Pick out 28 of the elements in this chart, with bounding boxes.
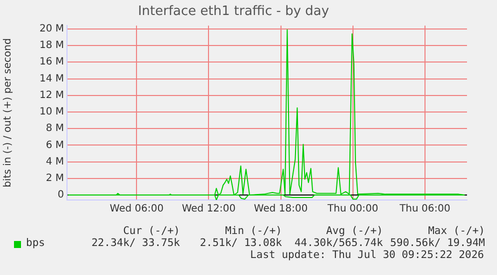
text: 44.30k/565.74k xyxy=(294,237,383,249)
y-tick-label: 6 M xyxy=(46,140,64,151)
text: Avg (-/+) xyxy=(326,225,383,237)
chart-title: Interface eth1 traffic - by day xyxy=(138,4,330,20)
y-tick-label: 20 M xyxy=(39,24,64,35)
text: Last update: Thu Jul 30 09:25:22 2026 xyxy=(250,249,484,261)
y-tick-label: 18 M xyxy=(39,40,64,52)
y-tick-label: 2 M xyxy=(46,173,64,184)
text: Min (-/+) xyxy=(225,225,282,237)
x-tick-label: Thu 00:00 xyxy=(326,204,378,215)
text: Max (-/+) xyxy=(428,225,485,237)
x-tick-label: Thu 06:00 xyxy=(398,204,450,215)
y-tick-label: 16 M xyxy=(39,56,64,68)
text: 590.56k/ 19.94M xyxy=(390,237,485,249)
y-tick-label: 12 M xyxy=(39,90,64,101)
text: 2.51k/ 13.08k xyxy=(200,237,282,249)
y-axis-title: bits in (-) / out (+) per second xyxy=(2,38,14,188)
y-tick-label: 0 xyxy=(58,190,64,201)
legend-label: bps xyxy=(26,237,45,249)
x-tick-label: Wed 06:00 xyxy=(110,204,164,215)
y-tick-label: 4 M xyxy=(46,156,64,168)
y-tick-label: 14 M xyxy=(39,73,64,84)
text: Cur (-/+) xyxy=(123,225,180,237)
y-tick-label: 10 M xyxy=(39,106,64,118)
x-tick-label: Wed 18:00 xyxy=(254,204,308,215)
y-tick-label: 8 M xyxy=(46,123,64,134)
x-tick-label: Wed 12:00 xyxy=(182,204,236,215)
text: 22.34k/ 33.75k xyxy=(91,237,180,249)
